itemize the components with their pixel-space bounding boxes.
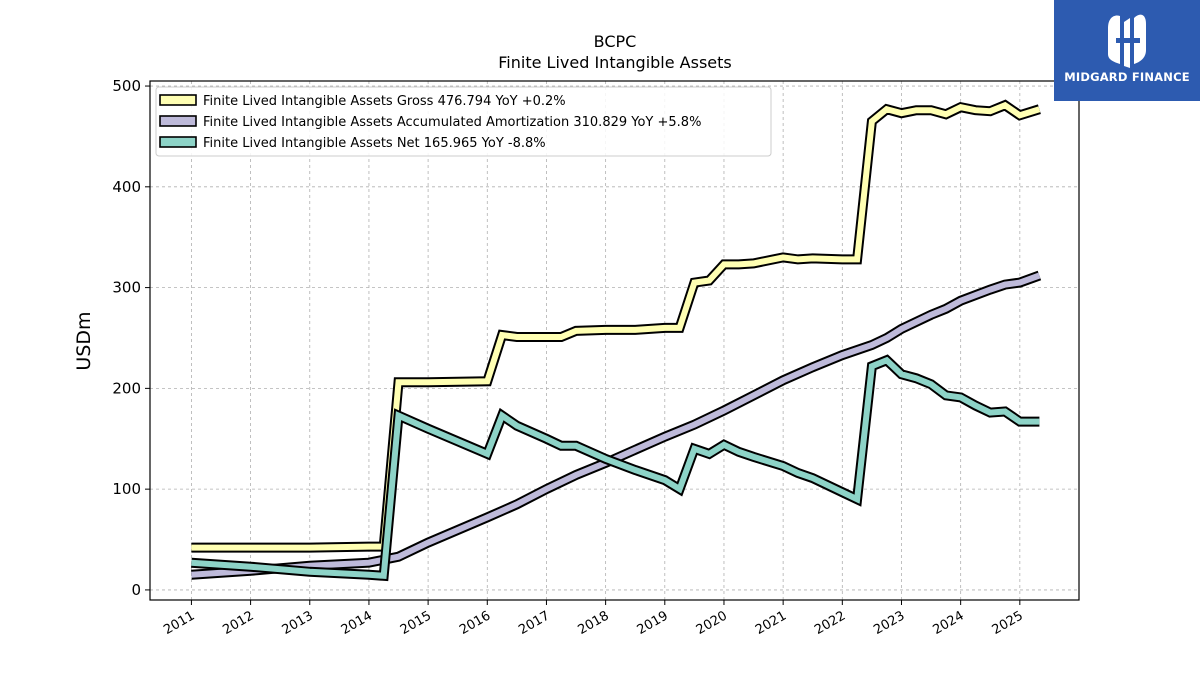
series-line-outline-1 [191,270,1042,580]
x-tick-label: 2015 [398,608,434,638]
x-tick-label: 2012 [220,608,256,638]
y-tick-label: 400 [112,178,141,196]
x-tick-label: 2022 [812,608,848,638]
brand-logo-icon [1108,14,1146,68]
x-tick-label: 2014 [339,608,375,638]
legend-box [155,86,772,157]
x-tick-label: 2016 [457,608,493,638]
y-tick-label: 0 [131,581,141,599]
y-tick-label: 500 [112,77,141,95]
legend-label-1: Finite Lived Intangible Assets Accumulat… [203,115,701,130]
x-tick-label: 2023 [871,608,907,638]
x-tick-label: 2013 [280,608,316,638]
series-line-2 [191,356,1040,579]
legend-swatch-0 [159,94,197,106]
legend-label-2: Finite Lived Intangible Assets Net 165.9… [203,136,546,151]
y-tick-label: 100 [112,480,141,498]
series-layer [191,99,1042,582]
legend: Finite Lived Intangible Assets Gross 476… [155,86,772,157]
x-tick-label: 2017 [516,608,552,638]
y-tick-label: 200 [112,379,141,397]
chart-title: BCPC [594,32,637,51]
brand-logo: MIDGARD FINANCE [1054,0,1200,101]
x-tick-label: 2020 [694,608,730,638]
x-tick-label: 2025 [990,608,1026,638]
x-tick-label: 2011 [161,608,197,638]
brand-name: MIDGARD FINANCE [1064,70,1190,84]
y-axis-label: USDm [73,311,95,370]
legend-swatch-1 [159,115,197,127]
legend-swatch-2 [159,136,197,148]
legend-label-0: Finite Lived Intangible Assets Gross 476… [203,94,566,109]
series-line-0 [191,101,1041,551]
x-tick-label: 2021 [753,608,789,638]
x-tick-label: 2018 [575,608,611,638]
plot-frame [149,80,1080,601]
grid [150,81,1079,600]
series-line-1 [191,272,1041,578]
chart-subtitle: Finite Lived Intangible Assets [498,53,731,72]
y-tick-label: 300 [112,279,141,297]
x-tick-label: 2024 [930,608,966,638]
x-tick-label: 2019 [635,608,671,638]
